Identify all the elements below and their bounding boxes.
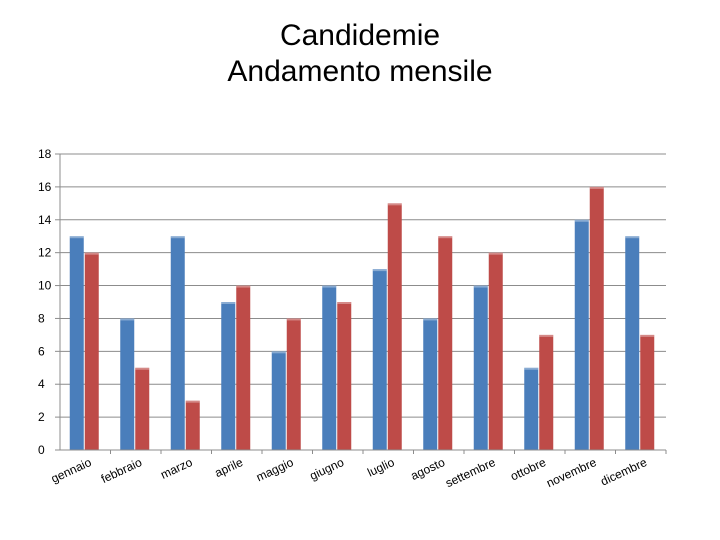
bar-highlight [135, 367, 150, 370]
bar-series-1 [69, 236, 84, 450]
bar-series-1 [120, 318, 135, 450]
bar-series-1 [372, 269, 387, 450]
bar-series-1 [271, 351, 286, 450]
bar-series-2 [135, 367, 150, 450]
bar-highlight [236, 285, 251, 288]
bar-series-2 [589, 186, 604, 450]
bar-series-2 [438, 236, 453, 450]
bar-highlight [539, 334, 554, 337]
y-tick-label: 8 [38, 311, 45, 325]
bar-highlight [337, 302, 352, 304]
bar-highlight [589, 186, 604, 189]
x-tick-label: febbraio [99, 455, 145, 486]
bar-highlight [322, 285, 337, 288]
y-tick-label: 0 [38, 443, 45, 457]
x-tick-label: novembre [544, 455, 599, 490]
bar-highlight [372, 269, 387, 272]
bar-series-1 [625, 236, 640, 450]
bar-highlight [221, 302, 236, 304]
bar-series-2 [337, 302, 352, 450]
chart-title-line-2: Andamento mensile [227, 55, 493, 88]
bar-series-1 [473, 285, 488, 450]
y-tick-label: 12 [38, 246, 52, 260]
bar-series-2 [236, 285, 251, 450]
bar-highlight [625, 236, 640, 239]
chart-title-line-1: Candidemie [279, 19, 441, 52]
bars [69, 186, 655, 450]
y-tick-label: 10 [38, 279, 52, 293]
x-tick-label: giugno [307, 455, 346, 483]
x-tick-label: aprile [212, 455, 245, 480]
bar-series-1 [423, 318, 438, 450]
bar-series-1 [524, 367, 539, 450]
x-tick-label: maggio [254, 455, 296, 484]
bar-highlight [423, 318, 438, 321]
bar-series-2 [185, 400, 200, 450]
bar-highlight [438, 236, 453, 239]
bar-highlight [271, 351, 286, 354]
bar-highlight [640, 334, 655, 337]
x-tick-label: settembre [443, 455, 498, 490]
bar-highlight [120, 318, 135, 321]
bar-highlight [84, 252, 99, 255]
y-axis: 0 2 4 6 8 10 12 14 16 18 [38, 147, 61, 457]
x-tick-label: ottobre [508, 455, 548, 484]
bar-highlight [488, 252, 503, 255]
bar-series-2 [84, 252, 99, 450]
bar-series-2 [387, 203, 402, 450]
x-tick-label: agosto [408, 455, 447, 483]
bar-series-2 [488, 252, 503, 450]
x-tick-label: dicembre [598, 455, 649, 489]
chart-title: Candidemie Andamento mensile [0, 18, 720, 90]
y-tick-label: 16 [38, 180, 52, 194]
bar-highlight [69, 236, 84, 239]
bar-series-1 [322, 285, 337, 450]
bar-highlight [574, 219, 589, 222]
y-tick-label: 14 [38, 213, 52, 227]
bar-highlight [473, 285, 488, 288]
y-tick-label: 6 [38, 344, 45, 358]
x-tick-label: marzo [158, 455, 194, 482]
bar-highlight [286, 318, 301, 321]
y-tick-label: 2 [38, 410, 45, 424]
y-tick-label: 4 [38, 377, 45, 391]
x-tick-label: luglio [365, 455, 397, 480]
bar-series-2 [640, 334, 655, 450]
bar-highlight [387, 203, 402, 206]
bar-highlight [170, 236, 185, 239]
bar-series-2 [539, 334, 554, 450]
bar-highlight [524, 367, 539, 370]
bar-series-1 [221, 302, 236, 450]
bar-highlight [185, 400, 200, 403]
bar-series-1 [170, 236, 185, 450]
gridlines [60, 153, 666, 418]
x-tick-label: gennaio [49, 455, 94, 486]
bar-series-2 [286, 318, 301, 450]
y-tick-label: 18 [38, 147, 52, 161]
x-axis: gennaio febbraio marzo aprile maggio giugno lu… [49, 449, 667, 490]
bar-series-1 [574, 219, 589, 450]
